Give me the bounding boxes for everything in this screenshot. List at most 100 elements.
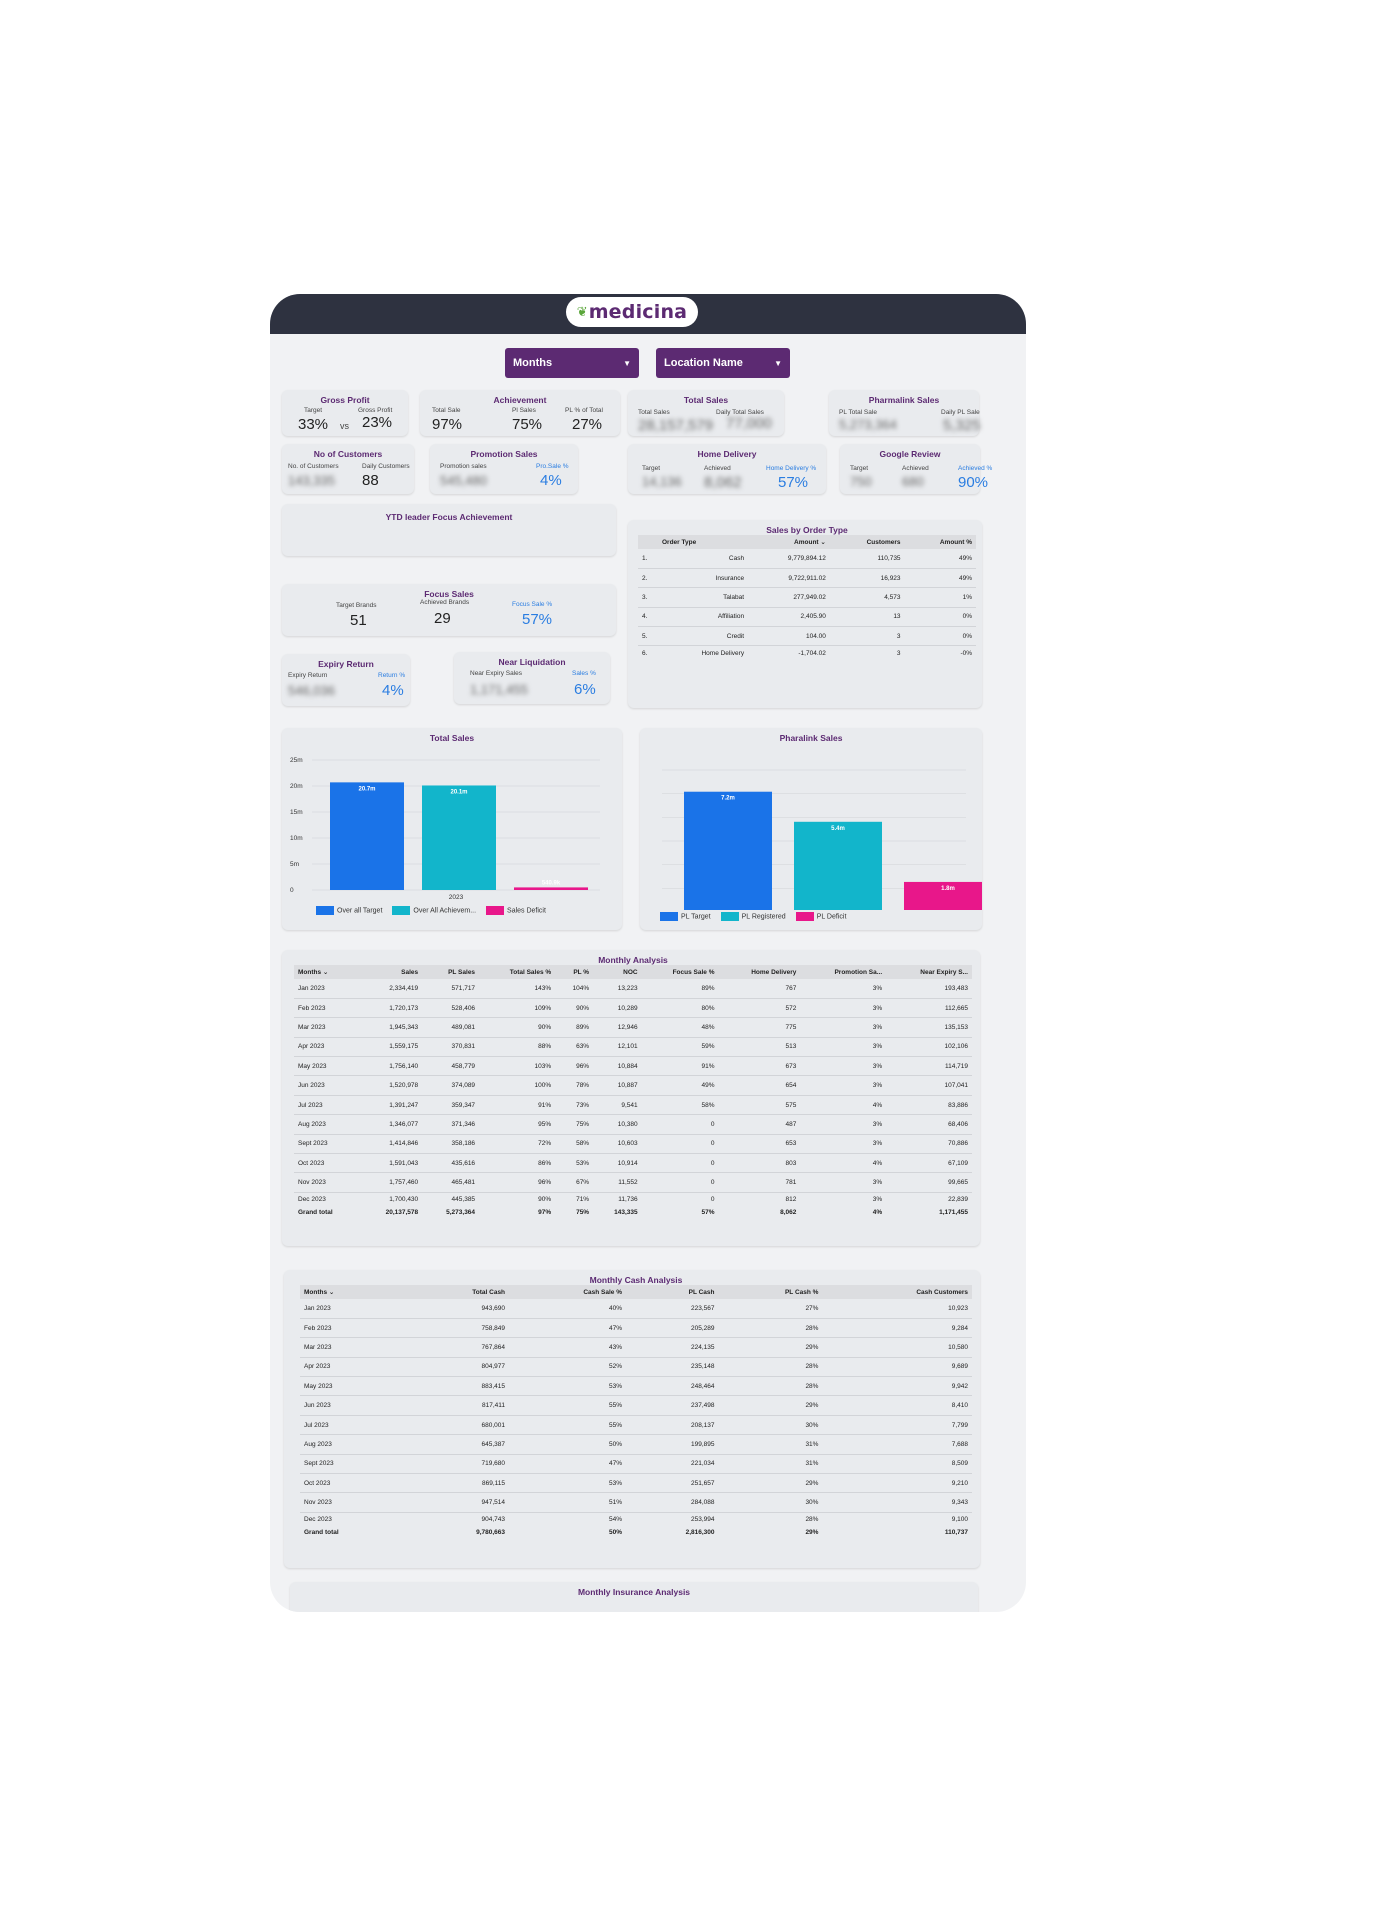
table-cell: 3 bbox=[896, 649, 901, 657]
table-cell: 49% bbox=[904, 549, 976, 569]
table-cell: 29% bbox=[718, 1395, 823, 1416]
target-value: 33% bbox=[298, 416, 329, 433]
table-cell: 55% bbox=[509, 1415, 626, 1436]
header-bar: ❦ medicina bbox=[270, 294, 1026, 334]
return-pct-value: 4% bbox=[382, 682, 404, 699]
column-header[interactable]: Total Sales % bbox=[479, 965, 556, 979]
table-cell: 67% bbox=[555, 1172, 594, 1193]
target-label: Target bbox=[304, 407, 323, 414]
table-cell: 513 bbox=[718, 1037, 801, 1058]
column-header[interactable]: Customers bbox=[829, 535, 905, 549]
legend-item[interactable]: PL Registered bbox=[720, 912, 786, 921]
column-header[interactable]: Promotion Sa... bbox=[800, 965, 887, 979]
vs-label: vs bbox=[340, 421, 349, 431]
legend-swatch bbox=[720, 912, 739, 921]
table-cell: 4% bbox=[800, 1153, 887, 1174]
column-header[interactable]: Amount % bbox=[904, 535, 976, 549]
card-title: Sales by Order Type bbox=[766, 525, 848, 535]
table-cell: 29% bbox=[805, 1528, 819, 1536]
target-label: Target bbox=[642, 465, 661, 472]
focus-sale-pct-label: Focus Sale % bbox=[512, 601, 553, 608]
column-header[interactable]: Focus Sale % bbox=[641, 965, 719, 979]
table-row: Aug 2023 645,387 50% 199,895 31% 7,688 bbox=[300, 1434, 972, 1455]
table-cell: 251,657 bbox=[625, 1473, 719, 1494]
y-tick-label: 25m bbox=[290, 757, 303, 764]
column-header[interactable]: Months ⌄ bbox=[300, 1285, 407, 1299]
table-cell: 193,483 bbox=[886, 979, 972, 999]
table-cell: Dec 2023 bbox=[298, 1196, 326, 1204]
table-row: Apr 2023 1,559,175 370,831 88% 63% 12,101 59% 5… bbox=[294, 1037, 972, 1058]
table-cell: 1,346,077 bbox=[359, 1114, 423, 1135]
column-header[interactable]: Near Expiry S... bbox=[886, 965, 972, 979]
legend-label: PL Registered bbox=[741, 913, 786, 921]
table-cell: Feb 2023 bbox=[294, 998, 360, 1019]
table-cell: 5,273,364 bbox=[446, 1208, 476, 1216]
table-row: Aug 2023 1,346,077 371,346 95% 75% 10,380 0 487… bbox=[294, 1114, 972, 1135]
legend-item[interactable]: PL Target bbox=[660, 912, 711, 921]
table-cell: 237,498 bbox=[625, 1395, 719, 1416]
table-cell: 371,346 bbox=[422, 1114, 480, 1135]
column-header[interactable]: Cash Customers bbox=[822, 1285, 972, 1299]
legend-label: Sales Deficit bbox=[507, 907, 546, 915]
column-header[interactable]: Sales bbox=[359, 965, 423, 979]
table-cell: Apr 2023 bbox=[300, 1357, 407, 1378]
table-cell: Sept 2023 bbox=[294, 1134, 360, 1155]
table-cell: 95% bbox=[479, 1114, 556, 1135]
table-row: Mar 2023 1,945,343 489,081 90% 89% 12,946 48% 7… bbox=[294, 1017, 972, 1038]
table-cell: 9,780,663 bbox=[476, 1528, 506, 1536]
table-cell: 51% bbox=[509, 1492, 626, 1513]
card-title: Home Delivery bbox=[697, 449, 757, 459]
table-cell: 3 bbox=[829, 626, 905, 647]
table-cell: May 2023 bbox=[294, 1056, 360, 1077]
legend-item[interactable]: Over All Achievem... bbox=[392, 906, 476, 915]
column-header[interactable]: Total Cash bbox=[406, 1285, 510, 1299]
table-cell: 374,089 bbox=[422, 1075, 480, 1096]
table-cell: 673 bbox=[718, 1056, 801, 1077]
card-title: Gross Profit bbox=[320, 395, 370, 405]
column-header[interactable]: PL Cash bbox=[625, 1285, 719, 1299]
table-cell: Apr 2023 bbox=[294, 1037, 360, 1058]
column-header[interactable]: PL Sales bbox=[422, 965, 480, 979]
table-cell: 11,552 bbox=[593, 1172, 642, 1193]
chart-title: Pharalink Sales bbox=[779, 733, 843, 743]
table-cell: 97% bbox=[538, 1208, 552, 1216]
column-header[interactable]: Home Delivery bbox=[718, 965, 801, 979]
table-cell: 13,223 bbox=[593, 979, 642, 999]
table-cell: Jul 2023 bbox=[300, 1415, 407, 1436]
months-filter[interactable]: Months ▼ bbox=[505, 348, 639, 378]
column-header[interactable]: Order Type bbox=[658, 535, 749, 549]
table-cell: 143,335 bbox=[614, 1208, 638, 1216]
column-header[interactable]: PL % bbox=[555, 965, 594, 979]
table-cell: 91% bbox=[479, 1095, 556, 1116]
table-cell: 49% bbox=[904, 568, 976, 589]
location-filter[interactable]: Location Name ▼ bbox=[656, 348, 790, 378]
table-cell: 96% bbox=[479, 1172, 556, 1193]
table-cell: 16,923 bbox=[829, 568, 905, 589]
table-cell: 1,414,846 bbox=[359, 1134, 423, 1155]
table-cell: 20,137,578 bbox=[385, 1208, 419, 1216]
column-header[interactable]: Months ⌄ bbox=[294, 965, 360, 979]
column-header[interactable] bbox=[638, 535, 658, 549]
table-cell: Nov 2023 bbox=[300, 1492, 407, 1513]
table-cell: 10,580 bbox=[822, 1337, 972, 1358]
legend-item[interactable]: PL Deficit bbox=[795, 912, 846, 921]
table-cell: 30% bbox=[718, 1415, 823, 1436]
table-cell: Oct 2023 bbox=[294, 1153, 360, 1174]
y-tick-label: 5m bbox=[290, 861, 299, 868]
column-header[interactable]: Amount ⌄ bbox=[748, 535, 830, 549]
table-cell: 9,284 bbox=[822, 1318, 972, 1339]
table-cell: 3% bbox=[800, 1037, 887, 1058]
legend-item[interactable]: Sales Deficit bbox=[486, 906, 546, 915]
table-cell: 654 bbox=[718, 1075, 801, 1096]
pharalink-sales-chart: 7.2m 5.4m 1.8m bbox=[662, 769, 982, 910]
table-cell: 1,945,343 bbox=[359, 1017, 423, 1038]
table-cell: 803 bbox=[718, 1153, 801, 1174]
table-cell: 91% bbox=[641, 1056, 719, 1077]
column-header[interactable]: PL Cash % bbox=[718, 1285, 823, 1299]
column-header[interactable]: Cash Sale % bbox=[509, 1285, 626, 1299]
table-cell: 3% bbox=[800, 1172, 887, 1193]
pharalink-sales-chart-card: Pharalink Sales 7.2m 5.4m 1.8m PL Target PL… bbox=[640, 728, 982, 930]
table-cell: 8,410 bbox=[822, 1395, 972, 1416]
legend-item[interactable]: Over all Target bbox=[316, 906, 382, 915]
column-header[interactable]: NOC bbox=[593, 965, 642, 979]
